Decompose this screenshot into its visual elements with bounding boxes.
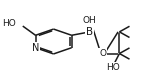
Text: HO: HO <box>106 63 120 72</box>
Text: O: O <box>99 49 106 58</box>
Text: OH: OH <box>83 16 97 25</box>
Text: N: N <box>32 43 39 53</box>
Text: HO: HO <box>3 19 16 28</box>
Text: B: B <box>86 27 93 37</box>
